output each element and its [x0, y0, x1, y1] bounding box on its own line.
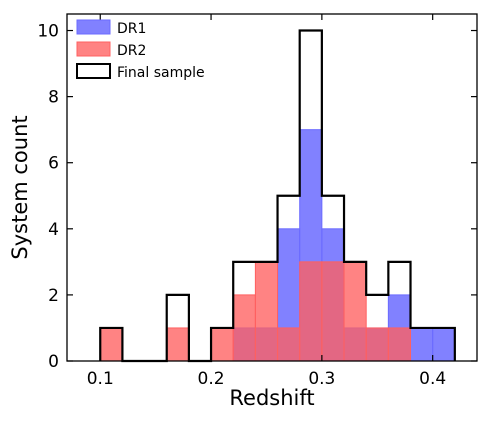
y-tick-label: 0 — [48, 352, 59, 372]
y-tick-label: 2 — [48, 286, 59, 306]
y-tick-label: 10 — [37, 22, 59, 42]
legend-swatch-dr1 — [76, 19, 111, 35]
bar-dr2-7 — [232, 294, 256, 362]
bar-dr1-16 — [432, 327, 456, 362]
x-tick-label: 0.1 — [87, 369, 114, 389]
y-tick-label: 8 — [48, 88, 59, 108]
legend-swatch-final-sample — [76, 63, 111, 79]
y-tick-label: 6 — [48, 154, 59, 174]
legend: DR1 DR2 Final sample — [76, 19, 205, 81]
y-axis-label: System count — [8, 115, 32, 259]
x-tick-label: 0.2 — [198, 369, 225, 389]
bar-dr1-15 — [410, 327, 434, 362]
legend-label-dr1: DR1 — [117, 21, 146, 37]
bar-dr2-11 — [321, 261, 345, 362]
bar-dr2-14 — [387, 327, 412, 362]
y-tick-label: 4 — [48, 220, 59, 240]
axis-ticks: 0.1 0.2 0.3 0.4 0 2 4 6 8 10 — [37, 14, 477, 389]
plot-frame — [66, 13, 478, 362]
legend-label-final-sample: Final sample — [117, 65, 205, 81]
x-axis-label: Redshift — [229, 386, 314, 410]
legend-swatch-dr2 — [76, 41, 111, 57]
x-tick-label: 0.3 — [308, 369, 335, 389]
bar-dr2-6 — [210, 327, 234, 362]
legend-label-dr2: DR2 — [117, 43, 146, 59]
bar-dr2-4 — [166, 327, 190, 362]
bar-dr2-13 — [365, 327, 389, 362]
bar-dr2-10 — [299, 261, 323, 362]
histogram-bars — [99, 129, 456, 362]
bar-dr2-9 — [277, 327, 301, 362]
x-tick-label: 0.4 — [419, 369, 446, 389]
bar-dr2-12 — [343, 261, 367, 362]
bar-dr2-8 — [254, 261, 279, 362]
bar-dr2-1 — [99, 327, 123, 362]
